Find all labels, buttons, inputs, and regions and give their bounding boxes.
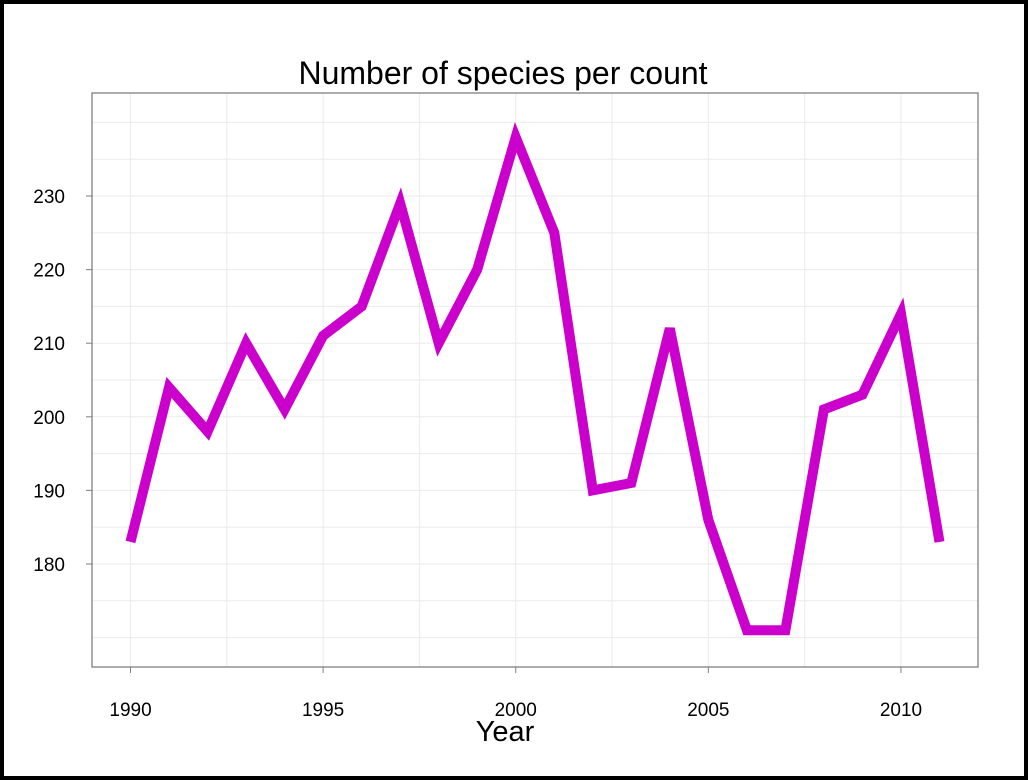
y-tick-label-200: 200: [33, 408, 65, 429]
x-tick-label-2010: 2010: [880, 700, 922, 721]
x-tick-label-1990: 1990: [109, 700, 151, 721]
plot-area-border: [91, 92, 979, 668]
x-axis-title: Year: [476, 716, 535, 748]
y-tick-label-220: 220: [33, 261, 65, 282]
line-chart: 1990 1995 2000 2005 2010 180190200210220230 …: [33, 55, 979, 748]
x-axis-ticks: 1990 1995 2000 2005 2010: [109, 667, 922, 721]
y-tick-label-230: 230: [33, 187, 65, 208]
y-tick-label-180: 180: [33, 555, 65, 576]
series-line: [125, 121, 945, 636]
x-tick-label-2000: 2000: [495, 700, 537, 721]
y-tick-label-210: 210: [33, 334, 65, 355]
x-tick-label-1995: 1995: [302, 700, 344, 721]
chart-title: Number of species per count: [298, 55, 707, 91]
y-axis-ticks: 180 190 200 210 220 230: [33, 187, 92, 576]
grid-layer: [92, 93, 978, 667]
y-tick-label-190: 190: [33, 481, 65, 502]
x-tick-label-2005: 2005: [687, 700, 729, 721]
